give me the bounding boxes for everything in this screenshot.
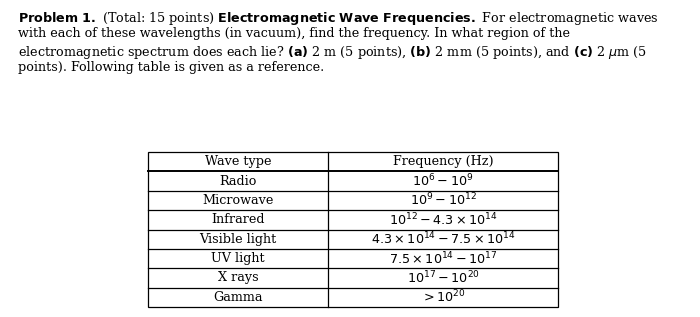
- Text: X rays: X rays: [218, 271, 258, 284]
- Text: $7.5 \times 10^{14} - 10^{17}$: $7.5 \times 10^{14} - 10^{17}$: [389, 250, 498, 267]
- Text: $10^6 - 10^9$: $10^6 - 10^9$: [412, 173, 474, 189]
- Text: Radio: Radio: [220, 175, 257, 188]
- Text: $10^{12} - 4.3 \times 10^{14}$: $10^{12} - 4.3 \times 10^{14}$: [389, 211, 498, 228]
- Text: Infrared: Infrared: [211, 213, 265, 226]
- Text: electromagnetic spectrum does each lie? $\mathbf{(a)}$ 2 m (5 points), $\mathbf{: electromagnetic spectrum does each lie? …: [18, 44, 647, 61]
- Text: Gamma: Gamma: [214, 291, 263, 304]
- Text: points). Following table is given as a reference.: points). Following table is given as a r…: [18, 61, 324, 74]
- Text: Microwave: Microwave: [202, 194, 274, 207]
- Text: UV light: UV light: [211, 252, 265, 265]
- Text: Visible light: Visible light: [199, 233, 276, 246]
- Text: $10^{17} - 10^{20}$: $10^{17} - 10^{20}$: [407, 270, 480, 286]
- Bar: [148, 152, 558, 307]
- Text: with each of these wavelengths (in vacuum), find the frequency. In what region o: with each of these wavelengths (in vacuu…: [18, 27, 570, 40]
- Text: $\mathbf{Problem\ 1.}$ (Total: 15 points) $\mathbf{Electromagnetic\ Wave\ Freque: $\mathbf{Problem\ 1.}$ (Total: 15 points…: [18, 10, 659, 27]
- Text: Frequency (Hz): Frequency (Hz): [393, 155, 494, 168]
- Text: Wave type: Wave type: [205, 155, 272, 168]
- Text: $4.3 \times 10^{14} - 7.5 \times 10^{14}$: $4.3 \times 10^{14} - 7.5 \times 10^{14}…: [371, 231, 516, 248]
- Text: $10^9 - 10^{12}$: $10^9 - 10^{12}$: [410, 192, 477, 209]
- Text: $> 10^{20}$: $> 10^{20}$: [421, 289, 466, 306]
